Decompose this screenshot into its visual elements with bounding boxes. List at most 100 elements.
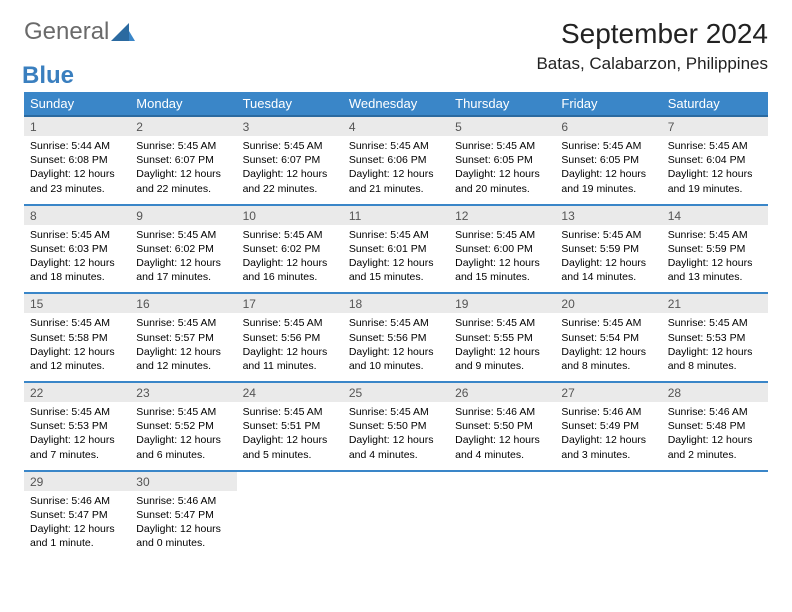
dow-monday: Monday (130, 92, 236, 116)
sunrise-line: Sunrise: 5:45 AM (349, 228, 443, 242)
sunset-line: Sunset: 5:56 PM (349, 331, 443, 345)
sunrise-line: Sunrise: 5:45 AM (561, 228, 655, 242)
sunset-line: Sunset: 5:49 PM (561, 419, 655, 433)
day-content: Sunrise: 5:46 AMSunset: 5:48 PMDaylight:… (662, 402, 768, 471)
day-content: Sunrise: 5:45 AMSunset: 6:03 PMDaylight:… (24, 225, 130, 294)
day-content: Sunrise: 5:45 AMSunset: 5:56 PMDaylight:… (343, 313, 449, 382)
sunrise-line: Sunrise: 5:45 AM (243, 228, 337, 242)
day-number-empty (343, 471, 449, 491)
daylight-line: Daylight: 12 hours and 14 minutes. (561, 256, 655, 284)
day-content: Sunrise: 5:45 AMSunset: 6:00 PMDaylight:… (449, 225, 555, 294)
daylight-line: Daylight: 12 hours and 8 minutes. (668, 345, 762, 373)
daylight-line: Daylight: 12 hours and 4 minutes. (349, 433, 443, 461)
sunset-line: Sunset: 5:57 PM (136, 331, 230, 345)
location: Batas, Calabarzon, Philippines (536, 54, 768, 74)
sunset-line: Sunset: 5:54 PM (561, 331, 655, 345)
day-content-row: Sunrise: 5:44 AMSunset: 6:08 PMDaylight:… (24, 136, 768, 205)
day-content-empty (555, 491, 661, 559)
sunset-line: Sunset: 6:08 PM (30, 153, 124, 167)
day-number: 10 (237, 205, 343, 225)
day-number-row: 1234567 (24, 116, 768, 136)
day-number: 12 (449, 205, 555, 225)
day-number: 16 (130, 293, 236, 313)
sunset-line: Sunset: 6:05 PM (561, 153, 655, 167)
day-content-empty (237, 491, 343, 559)
daylight-line: Daylight: 12 hours and 4 minutes. (455, 433, 549, 461)
daylight-line: Daylight: 12 hours and 0 minutes. (136, 522, 230, 550)
daylight-line: Daylight: 12 hours and 22 minutes. (136, 167, 230, 195)
sunrise-line: Sunrise: 5:45 AM (561, 316, 655, 330)
sunset-line: Sunset: 5:50 PM (455, 419, 549, 433)
sunset-line: Sunset: 6:02 PM (243, 242, 337, 256)
day-content: Sunrise: 5:45 AMSunset: 5:55 PMDaylight:… (449, 313, 555, 382)
sunrise-line: Sunrise: 5:45 AM (136, 316, 230, 330)
day-number: 25 (343, 382, 449, 402)
day-content-row: Sunrise: 5:45 AMSunset: 5:53 PMDaylight:… (24, 402, 768, 471)
sunrise-line: Sunrise: 5:46 AM (136, 494, 230, 508)
day-content: Sunrise: 5:45 AMSunset: 6:02 PMDaylight:… (130, 225, 236, 294)
day-number: 26 (449, 382, 555, 402)
day-content: Sunrise: 5:46 AMSunset: 5:47 PMDaylight:… (130, 491, 236, 559)
sunrise-line: Sunrise: 5:45 AM (30, 316, 124, 330)
day-number: 23 (130, 382, 236, 402)
day-number: 24 (237, 382, 343, 402)
day-number: 11 (343, 205, 449, 225)
sunrise-line: Sunrise: 5:45 AM (243, 316, 337, 330)
day-content: Sunrise: 5:45 AMSunset: 5:53 PMDaylight:… (24, 402, 130, 471)
daylight-line: Daylight: 12 hours and 3 minutes. (561, 433, 655, 461)
daylight-line: Daylight: 12 hours and 17 minutes. (136, 256, 230, 284)
day-number: 28 (662, 382, 768, 402)
day-number-empty (662, 471, 768, 491)
sunset-line: Sunset: 6:04 PM (668, 153, 762, 167)
day-number: 21 (662, 293, 768, 313)
daylight-line: Daylight: 12 hours and 2 minutes. (668, 433, 762, 461)
sunset-line: Sunset: 5:56 PM (243, 331, 337, 345)
day-number: 3 (237, 116, 343, 136)
daylight-line: Daylight: 12 hours and 12 minutes. (136, 345, 230, 373)
day-content: Sunrise: 5:45 AMSunset: 5:54 PMDaylight:… (555, 313, 661, 382)
sunrise-line: Sunrise: 5:45 AM (668, 139, 762, 153)
day-number: 5 (449, 116, 555, 136)
sunrise-line: Sunrise: 5:46 AM (668, 405, 762, 419)
sunset-line: Sunset: 5:53 PM (30, 419, 124, 433)
day-number: 30 (130, 471, 236, 491)
day-content: Sunrise: 5:45 AMSunset: 6:07 PMDaylight:… (130, 136, 236, 205)
sunrise-line: Sunrise: 5:45 AM (243, 139, 337, 153)
day-number-empty (555, 471, 661, 491)
sunset-line: Sunset: 5:50 PM (349, 419, 443, 433)
day-content: Sunrise: 5:45 AMSunset: 6:04 PMDaylight:… (662, 136, 768, 205)
dow-thursday: Thursday (449, 92, 555, 116)
daylight-line: Daylight: 12 hours and 19 minutes. (561, 167, 655, 195)
sunrise-line: Sunrise: 5:45 AM (455, 139, 549, 153)
day-content: Sunrise: 5:45 AMSunset: 5:59 PMDaylight:… (555, 225, 661, 294)
sunset-line: Sunset: 5:55 PM (455, 331, 549, 345)
sunrise-line: Sunrise: 5:45 AM (455, 316, 549, 330)
day-content: Sunrise: 5:46 AMSunset: 5:50 PMDaylight:… (449, 402, 555, 471)
daylight-line: Daylight: 12 hours and 23 minutes. (30, 167, 124, 195)
sunset-line: Sunset: 5:51 PM (243, 419, 337, 433)
sunset-line: Sunset: 6:07 PM (136, 153, 230, 167)
daylight-line: Daylight: 12 hours and 1 minute. (30, 522, 124, 550)
daylight-line: Daylight: 12 hours and 8 minutes. (561, 345, 655, 373)
dow-wednesday: Wednesday (343, 92, 449, 116)
day-content-empty (449, 491, 555, 559)
daylight-line: Daylight: 12 hours and 7 minutes. (30, 433, 124, 461)
day-content: Sunrise: 5:45 AMSunset: 5:57 PMDaylight:… (130, 313, 236, 382)
sunrise-line: Sunrise: 5:45 AM (561, 139, 655, 153)
daylight-line: Daylight: 12 hours and 18 minutes. (30, 256, 124, 284)
day-number: 2 (130, 116, 236, 136)
daylight-line: Daylight: 12 hours and 15 minutes. (349, 256, 443, 284)
sunset-line: Sunset: 6:05 PM (455, 153, 549, 167)
sunrise-line: Sunrise: 5:45 AM (455, 228, 549, 242)
daylight-line: Daylight: 12 hours and 11 minutes. (243, 345, 337, 373)
sunset-line: Sunset: 6:02 PM (136, 242, 230, 256)
sunset-line: Sunset: 5:59 PM (668, 242, 762, 256)
sunset-line: Sunset: 6:06 PM (349, 153, 443, 167)
sunset-line: Sunset: 5:53 PM (668, 331, 762, 345)
day-number-empty (237, 471, 343, 491)
day-content: Sunrise: 5:44 AMSunset: 6:08 PMDaylight:… (24, 136, 130, 205)
day-content: Sunrise: 5:45 AMSunset: 6:01 PMDaylight:… (343, 225, 449, 294)
daylight-line: Daylight: 12 hours and 12 minutes. (30, 345, 124, 373)
logo: General (24, 18, 135, 46)
sunrise-line: Sunrise: 5:45 AM (30, 405, 124, 419)
